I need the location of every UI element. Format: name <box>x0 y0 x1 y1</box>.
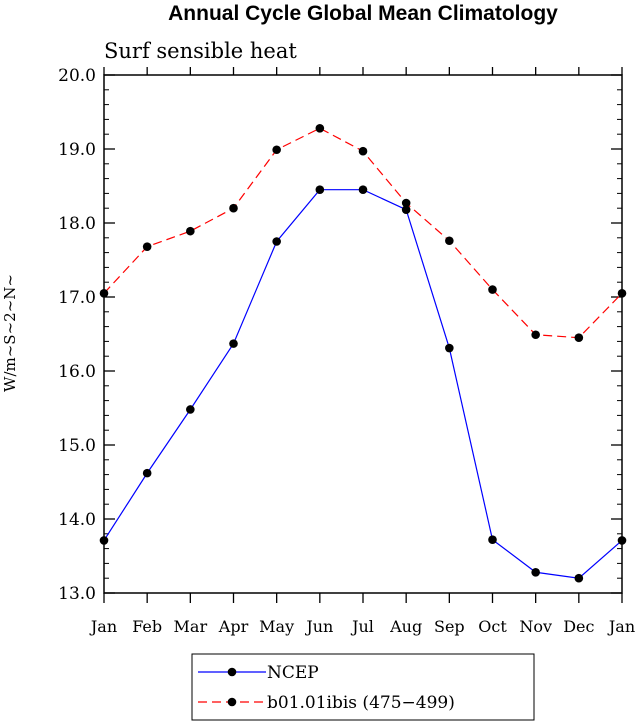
y-tick-label: 15.0 <box>58 436 96 456</box>
y-tick-label: 13.0 <box>58 584 96 604</box>
legend-label: b01.01ibis (475−499) <box>267 693 455 713</box>
series-point <box>574 573 584 583</box>
y-tick-label: 17.0 <box>58 288 96 308</box>
axis-ticks: 13.0 14.0 15.0 16.0 17.0 18.0 19.0 20.0 Jan Feb Ma… <box>58 66 635 636</box>
series-point <box>358 146 368 156</box>
series-line <box>103 189 623 579</box>
series-point <box>617 536 627 545</box>
x-tick-label: Feb <box>132 617 162 636</box>
legend-marker <box>227 667 237 677</box>
series-point <box>142 468 152 478</box>
x-tick-label: May <box>259 617 294 636</box>
series-point <box>488 285 497 294</box>
x-tick-label: Jan <box>607 617 635 636</box>
series-point <box>272 145 281 155</box>
x-tick-label: Mar <box>174 617 208 636</box>
series-point <box>315 123 325 133</box>
series-point <box>445 236 454 246</box>
legend-items: NCEP b01.01ibis (475−499) <box>198 663 455 713</box>
x-tick-label: Jan <box>89 617 117 636</box>
y-tick-label: 14.0 <box>58 510 96 530</box>
legend-marker <box>227 697 237 707</box>
x-tick-label: Nov <box>519 617 552 636</box>
series-point <box>358 185 368 194</box>
series-point <box>272 237 281 246</box>
chart-title: Annual Cycle Global Mean Climatology <box>168 2 558 25</box>
x-tick-label: Dec <box>563 617 594 636</box>
series-point <box>229 339 238 348</box>
series-point <box>186 226 195 236</box>
series-point <box>531 330 540 340</box>
y-tick-label: 19.0 <box>58 140 96 160</box>
series-point <box>99 289 109 298</box>
series-point <box>315 185 325 194</box>
series-point <box>229 203 238 213</box>
legend: NCEP b01.01ibis (475−499) <box>191 653 535 721</box>
y-tick-label: 16.0 <box>58 362 96 382</box>
y-axis-label: W/m~S~2~N~ <box>1 274 19 392</box>
series-point <box>186 405 195 414</box>
series-point <box>574 333 584 343</box>
y-tick-label: 20.0 <box>58 66 96 86</box>
x-tick-label: Sep <box>434 617 465 636</box>
series-point <box>99 536 109 545</box>
chart-subtitle: Surf sensible heat <box>104 39 297 63</box>
series-layer <box>99 123 627 583</box>
x-tick-label: Jun <box>304 617 333 636</box>
x-tick-label: Aug <box>389 617 422 636</box>
legend-box <box>191 653 535 721</box>
series-point <box>401 198 411 208</box>
series-point <box>488 535 497 545</box>
series-line <box>103 127 623 339</box>
series-point <box>142 242 152 251</box>
x-tick-label: Oct <box>478 617 507 636</box>
series-point <box>401 205 411 214</box>
series-point <box>617 289 627 298</box>
series-point <box>445 343 454 353</box>
y-tick-label: 18.0 <box>58 214 96 234</box>
x-tick-label: Apr <box>218 617 249 636</box>
legend-label: NCEP <box>267 663 319 683</box>
series-point <box>531 567 540 577</box>
x-tick-label: Jul <box>350 617 374 636</box>
